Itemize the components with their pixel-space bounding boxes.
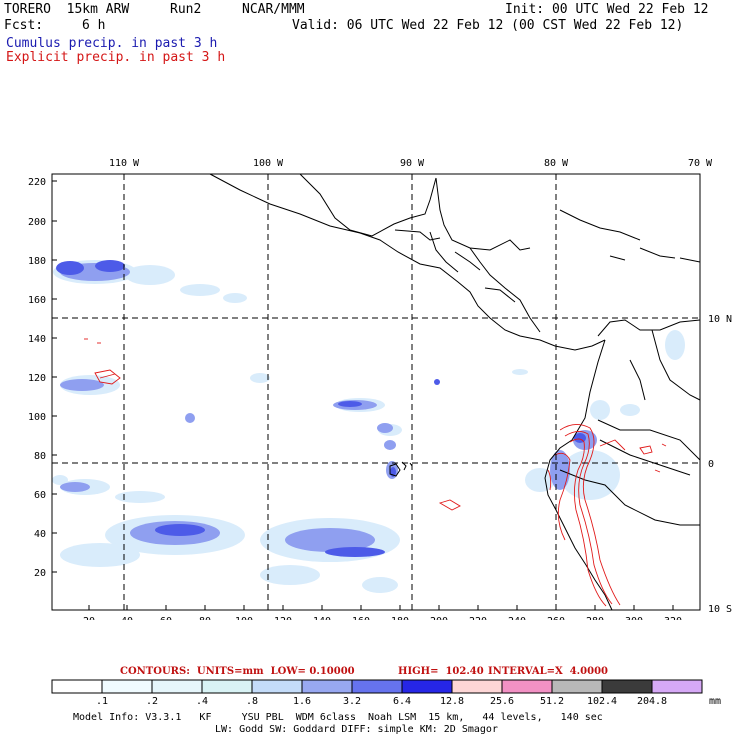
colorbar-swatch	[551, 679, 603, 694]
y-tick-label: 160	[28, 295, 46, 306]
fcst-value: 6 h	[82, 18, 106, 33]
x-tick-label: 20	[83, 616, 95, 620]
fcst-label: Fcst:	[4, 18, 44, 33]
map-frame	[51, 173, 701, 611]
colorbar-swatch	[451, 679, 503, 694]
valid-time: Valid: 06 UTC Wed 22 Feb 12 (00 CST Wed …	[292, 18, 684, 33]
y-tick-label: 60	[34, 490, 46, 501]
x-tick-label: 120	[274, 616, 292, 620]
x-tick-label: 320	[664, 616, 682, 620]
lon-label-110w: 110 W	[109, 158, 140, 169]
lon-label-70w: 70 W	[688, 158, 713, 169]
colorbar-swatch	[651, 679, 703, 694]
colorbar-label: 25.6	[490, 696, 514, 707]
x-tick-label: 200	[430, 616, 448, 620]
y-tick-label: 80	[34, 451, 46, 462]
y-tick-label: 20	[34, 568, 46, 579]
colorbar-swatch	[101, 679, 153, 694]
colorbar-swatch	[151, 679, 203, 694]
x-tick-label: 40	[121, 616, 133, 620]
contour-high: HIGH= 102.40	[398, 666, 484, 677]
legend-cumulus: Cumulus precip. in past 3 h	[6, 36, 218, 51]
x-tick-label: 280	[586, 616, 604, 620]
lon-label-90w: 90 W	[400, 158, 425, 169]
x-tick-label: 60	[160, 616, 172, 620]
contour-interval: INTERVAL=X 4.0000	[488, 666, 608, 677]
y-tick-labels: 220 200 180 160 140 120 100 80 60 40 20	[28, 177, 46, 579]
x-tick-label: 100	[235, 616, 253, 620]
y-tick-label: 200	[28, 217, 46, 228]
x-tick-label: 80	[199, 616, 211, 620]
colorbar-label: 6.4	[393, 696, 411, 707]
model-info: Model Info: V3.3.1 KF YSU PBL WDM 6class…	[73, 712, 603, 723]
init-time: Init: 00 UTC Wed 22 Feb 12	[505, 2, 709, 17]
colorbar-swatch	[201, 679, 253, 694]
x-tick-label: 180	[391, 616, 409, 620]
x-tick-label: 160	[352, 616, 370, 620]
colorbar-label: .4	[196, 696, 208, 707]
ticks	[52, 180, 674, 610]
physics-info: LW: Godd SW: Goddard DIFF: simple KM: 2D…	[215, 724, 498, 735]
colorbar-swatch	[301, 679, 353, 694]
x-tick-label: 220	[469, 616, 487, 620]
coastlines	[209, 173, 701, 611]
lat-label-0: 0	[708, 459, 714, 470]
explicit-precip-contours	[84, 338, 667, 607]
colorbar-label: .8	[246, 696, 258, 707]
colorbar-label: .2	[146, 696, 158, 707]
colorbar-label: .1	[96, 696, 108, 707]
colorbar-label: 3.2	[343, 696, 361, 707]
lat-label-10s: 10 S	[708, 604, 732, 615]
lat-label-10n: 10 N	[708, 314, 732, 325]
x-tick-label: 240	[508, 616, 526, 620]
y-tick-label: 40	[34, 529, 46, 540]
y-tick-label: 180	[28, 256, 46, 267]
colorbar-label: 102.4	[587, 696, 617, 707]
colorbar-swatch	[601, 679, 653, 694]
heavy-precip-shading	[56, 260, 586, 557]
colorbar-label: 1.6	[293, 696, 311, 707]
contour-info: CONTOURS: UNITS=mm LOW= 0.10000	[120, 666, 355, 677]
colorbar-unit: mm	[709, 696, 721, 707]
model-title: TORERO 15km ARW	[4, 2, 130, 17]
y-tick-label: 220	[28, 177, 46, 188]
y-tick-label: 140	[28, 334, 46, 345]
x-tick-label: 300	[625, 616, 643, 620]
colorbar-swatch	[401, 679, 453, 694]
graticule	[52, 174, 700, 610]
y-tick-label: 100	[28, 412, 46, 423]
colorbar-swatch	[251, 679, 303, 694]
colorbar: .1.2.4.8 1.6 3.2 6.4 12.8 25.6 51.2 102.4 204.8 …	[51, 679, 721, 707]
x-tick-labels: 20 40 60 80 100 120 140 160 180 200 220 …	[83, 616, 682, 620]
x-tick-label: 140	[313, 616, 331, 620]
colorbar-label: 204.8	[637, 696, 667, 707]
colorbar-swatch	[51, 679, 103, 694]
x-tick-label: 260	[547, 616, 565, 620]
precip-map: 110 W 100 W 90 W 80 W 70 W 10 N 0 10 S 2…	[28, 158, 732, 620]
org-label: NCAR/MMM	[242, 2, 305, 17]
y-tick-label: 120	[28, 373, 46, 384]
lon-label-80w: 80 W	[544, 158, 569, 169]
colorbar-swatch	[501, 679, 553, 694]
legend-explicit: Explicit precip. in past 3 h	[6, 50, 226, 65]
run-label: Run2	[170, 2, 202, 17]
medium-precip-shading	[60, 263, 597, 552]
colorbar-label: 12.8	[440, 696, 464, 707]
lon-label-100w: 100 W	[253, 158, 284, 169]
colorbar-swatch	[351, 679, 403, 694]
colorbar-label: 51.2	[540, 696, 564, 707]
